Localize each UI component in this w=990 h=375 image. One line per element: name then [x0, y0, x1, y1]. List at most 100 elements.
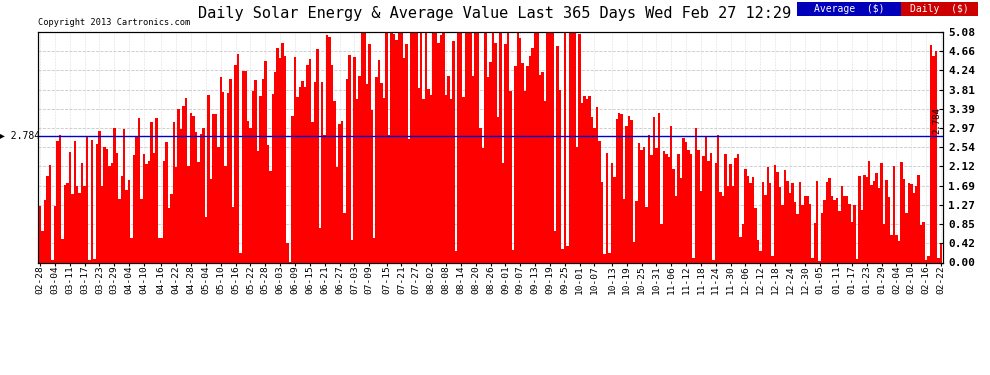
- Bar: [240, 254, 242, 262]
- Bar: [527, 66, 529, 262]
- Bar: [103, 147, 106, 262]
- Bar: [626, 126, 628, 262]
- Bar: [301, 81, 304, 262]
- Bar: [561, 249, 563, 262]
- Bar: [474, 32, 477, 262]
- Bar: [311, 123, 314, 262]
- Bar: [636, 201, 638, 262]
- Bar: [548, 32, 551, 262]
- Bar: [341, 121, 344, 262]
- Bar: [553, 231, 556, 262]
- Bar: [182, 106, 185, 262]
- Bar: [281, 43, 284, 262]
- Bar: [212, 114, 215, 262]
- Bar: [360, 32, 363, 262]
- Bar: [695, 128, 697, 262]
- Bar: [363, 32, 365, 262]
- Bar: [237, 54, 240, 262]
- Bar: [850, 222, 853, 262]
- Bar: [128, 180, 131, 262]
- Bar: [286, 243, 289, 262]
- Bar: [177, 109, 180, 262]
- Bar: [839, 211, 841, 262]
- Bar: [596, 106, 598, 262]
- Bar: [449, 99, 452, 262]
- Bar: [883, 224, 885, 262]
- Bar: [190, 112, 192, 262]
- Bar: [126, 190, 128, 262]
- Bar: [121, 176, 123, 262]
- Bar: [712, 260, 715, 262]
- Bar: [207, 95, 210, 262]
- Bar: [210, 178, 212, 262]
- Bar: [613, 177, 616, 262]
- Bar: [880, 163, 883, 262]
- Bar: [274, 72, 276, 262]
- Bar: [863, 175, 865, 262]
- Bar: [529, 56, 532, 262]
- Bar: [829, 178, 831, 262]
- Bar: [430, 95, 433, 262]
- Bar: [670, 126, 672, 262]
- Bar: [633, 242, 636, 262]
- Bar: [735, 158, 737, 262]
- Bar: [494, 43, 497, 262]
- Bar: [78, 193, 81, 262]
- Bar: [329, 38, 331, 262]
- Bar: [256, 151, 259, 262]
- Bar: [339, 124, 341, 262]
- Bar: [794, 202, 796, 262]
- Bar: [725, 154, 727, 262]
- Bar: [903, 179, 905, 262]
- Bar: [831, 196, 834, 262]
- Bar: [687, 150, 690, 262]
- Bar: [542, 72, 544, 262]
- Bar: [452, 41, 454, 262]
- Bar: [413, 32, 415, 262]
- Bar: [438, 43, 440, 262]
- Bar: [152, 153, 155, 262]
- Bar: [232, 207, 235, 262]
- Bar: [940, 243, 942, 262]
- Bar: [598, 141, 601, 262]
- Bar: [776, 172, 779, 262]
- Bar: [700, 191, 702, 262]
- Bar: [271, 94, 274, 262]
- Bar: [824, 200, 826, 262]
- Bar: [645, 207, 647, 262]
- Bar: [657, 112, 660, 262]
- Bar: [133, 155, 136, 262]
- Bar: [309, 59, 311, 262]
- Bar: [296, 97, 299, 262]
- Bar: [403, 58, 405, 262]
- Bar: [492, 33, 494, 262]
- Bar: [519, 38, 522, 262]
- Bar: [150, 122, 152, 262]
- Bar: [888, 196, 890, 262]
- Bar: [319, 228, 321, 262]
- Bar: [652, 117, 655, 262]
- Bar: [230, 79, 232, 262]
- Bar: [227, 93, 230, 262]
- Bar: [581, 102, 583, 262]
- Bar: [420, 32, 423, 262]
- Bar: [715, 163, 717, 262]
- Bar: [534, 32, 537, 262]
- Bar: [484, 32, 487, 262]
- Bar: [819, 261, 821, 262]
- Bar: [571, 32, 573, 262]
- Bar: [576, 147, 578, 262]
- Bar: [740, 237, 742, 262]
- Bar: [781, 205, 784, 262]
- Bar: [314, 82, 316, 262]
- Bar: [284, 56, 286, 262]
- Bar: [497, 117, 499, 262]
- Bar: [730, 164, 732, 262]
- Bar: [68, 152, 71, 262]
- Bar: [834, 200, 836, 262]
- Bar: [353, 57, 355, 262]
- Bar: [923, 222, 925, 262]
- Bar: [539, 75, 542, 262]
- Bar: [464, 32, 467, 262]
- Bar: [786, 181, 789, 262]
